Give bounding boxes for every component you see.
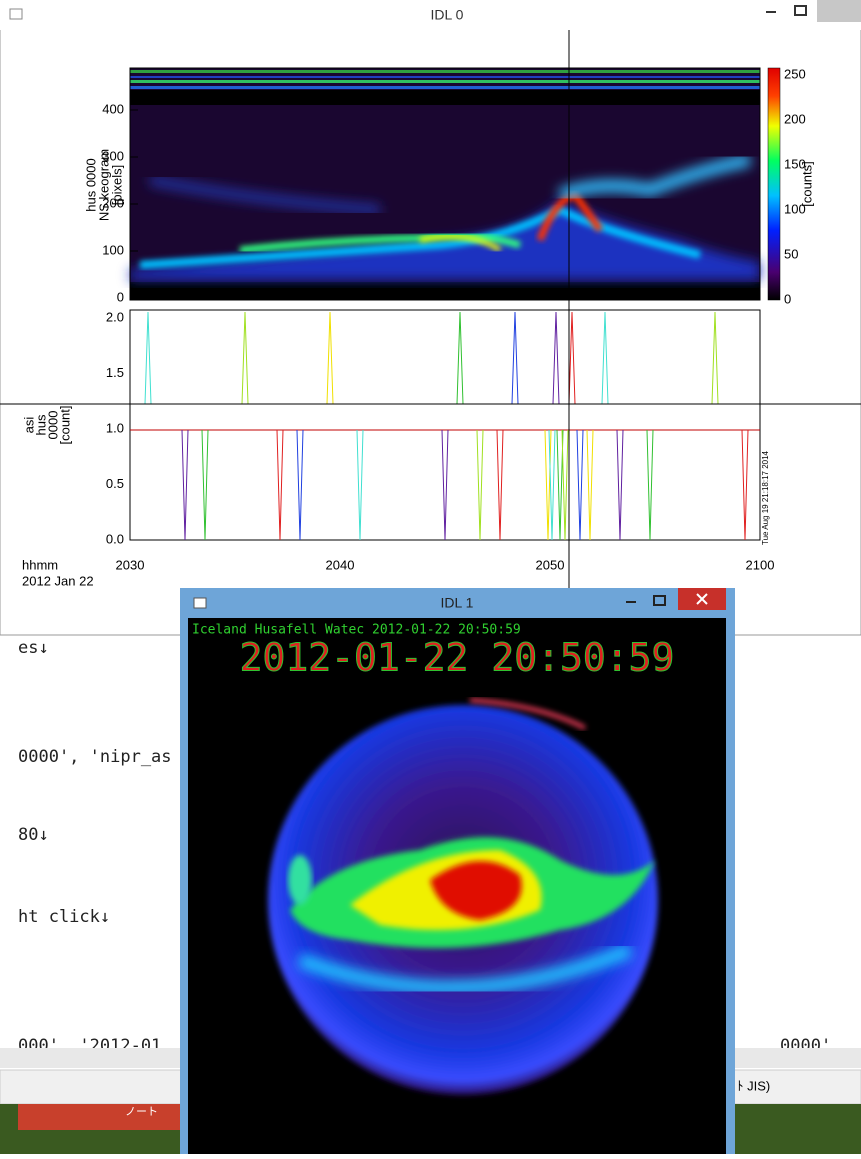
- keogram-image: [130, 68, 760, 300]
- editor-line: ht click↓: [18, 907, 110, 927]
- event-line: [548, 429, 556, 541]
- close-icon: [696, 593, 708, 605]
- station-label: Iceland Husafell Watec 2012-01-22 20:50:…: [192, 623, 521, 638]
- status-text: ﾄ JIS): [737, 1078, 770, 1093]
- x-tick-label: 2050: [536, 557, 565, 572]
- colorbar-tick-label: 150: [784, 156, 806, 171]
- window-icon: [193, 597, 207, 609]
- event-line: [296, 429, 304, 541]
- y-tick-label: 100: [102, 242, 124, 257]
- event-line: [441, 429, 449, 541]
- colorbar-tick-label: 250: [784, 66, 806, 81]
- event-line: [241, 311, 249, 405]
- event-line: [496, 429, 504, 541]
- counts-frame: [129, 309, 761, 541]
- event-line: [576, 429, 584, 541]
- title-bar: [0, 0, 861, 30]
- event-line: [552, 311, 560, 405]
- colorbar: [767, 67, 781, 301]
- y-tick-label: 2.0: [106, 309, 124, 324]
- colorbar-tick-label: 0: [784, 291, 791, 306]
- colorbar-tick-label: 200: [784, 111, 806, 126]
- y-label: 0000: [45, 411, 60, 440]
- y-label: [count]: [57, 405, 72, 444]
- event-line: [616, 429, 624, 541]
- event-line: [356, 429, 364, 541]
- event-line: [476, 429, 484, 541]
- x-tick-label: 2100: [746, 557, 775, 572]
- y-tick-label: 1.0: [106, 420, 124, 435]
- event-line: [456, 311, 464, 405]
- window-title: IDL 1: [441, 595, 474, 611]
- event-line: [601, 311, 609, 405]
- y-label: NS keogram: [96, 149, 111, 221]
- allsky: [268, 698, 658, 1095]
- y-tick-label: 300: [102, 148, 124, 163]
- event-line: [568, 311, 576, 405]
- window-title: IDL 0: [431, 7, 464, 23]
- event-line: [561, 429, 569, 541]
- y-label: [pixels]: [109, 165, 124, 205]
- maximize[interactable]: [653, 595, 666, 606]
- close[interactable]: [817, 0, 861, 22]
- event-line: [144, 311, 152, 405]
- event-line: [511, 311, 519, 405]
- y-tick-label: 0.5: [106, 476, 124, 491]
- event-line: [276, 429, 284, 541]
- x-tick-label: 2030: [116, 557, 145, 572]
- app-ribbon[interactable]: [18, 1104, 183, 1130]
- y-label: asi: [21, 417, 36, 434]
- colorbar-tick-label: 50: [784, 246, 798, 261]
- y-label: hus: [33, 414, 48, 435]
- event-line: [181, 429, 189, 541]
- editor-line: 80↓: [18, 825, 49, 845]
- app-label: ノート: [125, 1106, 158, 1118]
- event-line: [711, 311, 719, 405]
- event-line: [556, 429, 564, 541]
- timestamp: Tue Aug 19 21:18:17 2014: [761, 450, 770, 545]
- y-tick-label: 0: [117, 289, 124, 304]
- window-icon: [9, 8, 23, 20]
- colorbar-tick-label: 100: [784, 201, 806, 216]
- editor-line: 0000', 'nipr_as: [18, 747, 172, 767]
- y-tick-label: 400: [102, 101, 124, 116]
- x-date: 2012 Jan 22: [22, 573, 94, 588]
- y-tick-label: 200: [102, 195, 124, 210]
- event-line: [326, 311, 334, 405]
- colorbar-label: [counts]: [799, 161, 814, 207]
- x-tick-label: 2040: [326, 557, 355, 572]
- y-tick-label: 0.0: [106, 531, 124, 546]
- x-unit: hhmm: [22, 557, 58, 572]
- image-timestamp: 2012-01-22 20:50:59: [240, 636, 675, 680]
- event-lines: [144, 311, 749, 541]
- event-line: [201, 429, 209, 541]
- keogram-frame: [129, 67, 761, 301]
- editor-line: es↓: [18, 638, 49, 658]
- event-line: [646, 429, 654, 541]
- event-line: [586, 429, 594, 541]
- y-label: hus 0000: [83, 158, 98, 212]
- y-tick-label: 1.5: [106, 365, 124, 380]
- event-line: [741, 429, 749, 541]
- maximize[interactable]: [794, 5, 807, 16]
